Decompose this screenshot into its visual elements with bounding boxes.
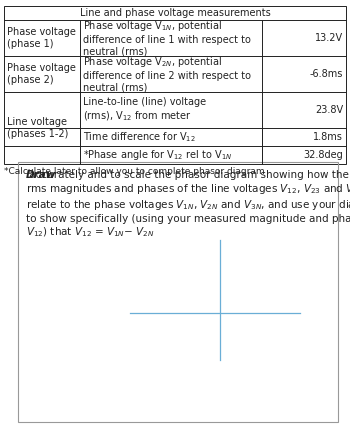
Text: 32.8deg: 32.8deg (303, 150, 343, 160)
Text: 13.2V: 13.2V (315, 33, 343, 43)
Bar (4, 6, 346, 164)
Text: Phase voltage
(phase 2): Phase voltage (phase 2) (7, 63, 76, 85)
Text: *Calculate later to allow you to complete phasor diagram: *Calculate later to allow you to complet… (4, 166, 265, 175)
Text: Line-to-line (line) voltage
(rms), V$_{12}$ from meter: Line-to-line (line) voltage (rms), V$_{1… (83, 97, 206, 123)
Text: Phase voltage
(phase 1): Phase voltage (phase 1) (7, 27, 76, 49)
Text: Phase voltage V$_{2N}$, potential
difference of line 2 with respect to
neutral (: Phase voltage V$_{2N}$, potential differ… (83, 55, 251, 92)
Text: 1.8ms: 1.8ms (313, 132, 343, 142)
Text: accurately and to scale the phasor diagram showing how the
rms magnitudes and ph: accurately and to scale the phasor diagr… (26, 170, 350, 239)
Text: Draw: Draw (26, 170, 56, 180)
Text: Phase voltage V$_{1N}$, potential
difference of line 1 with respect to
neutral (: Phase voltage V$_{1N}$, potential differ… (83, 19, 251, 56)
Text: Time difference for V$_{12}$: Time difference for V$_{12}$ (83, 130, 196, 144)
Text: *Phase angle for V$_{12}$ rel to V$_{1N}$: *Phase angle for V$_{12}$ rel to V$_{1N}… (83, 148, 232, 162)
Text: Line and phase voltage measurements: Line and phase voltage measurements (80, 8, 270, 18)
Text: 23.8V: 23.8V (315, 105, 343, 115)
Text: -6.8ms: -6.8ms (310, 69, 343, 79)
Bar (18, 162, 338, 422)
Text: Line voltage
(phases 1-2): Line voltage (phases 1-2) (7, 117, 68, 139)
